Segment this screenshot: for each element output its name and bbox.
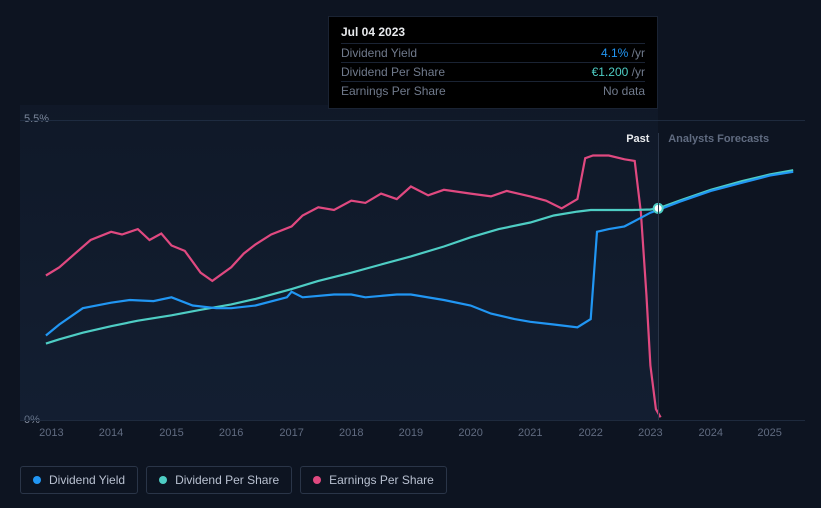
tooltip-row-label: Dividend Yield: [341, 46, 417, 60]
x-tick: 2024: [699, 427, 723, 439]
tooltip-row-value: 4.1% /yr: [601, 46, 645, 60]
tooltip-row-value: No data: [603, 84, 645, 98]
tooltip-row-label: Earnings Per Share: [341, 84, 446, 98]
forecast-section-label: Analysts Forecasts: [668, 133, 769, 145]
series-earnings_per_share: [46, 156, 661, 418]
legend-item[interactable]: Dividend Yield: [20, 466, 138, 494]
legend-dot-icon: [33, 476, 41, 484]
legend-item[interactable]: Earnings Per Share: [300, 466, 447, 494]
legend-label: Dividend Yield: [49, 473, 125, 487]
tooltip-date: Jul 04 2023: [341, 25, 645, 39]
chart-svg: [20, 105, 805, 420]
chart-legend: Dividend Yield Dividend Per Share Earnings…: [20, 466, 447, 494]
legend-dot-icon: [159, 476, 167, 484]
tooltip-row-value: €1.200 /yr: [592, 65, 645, 79]
past-forecast-divider: [658, 133, 659, 420]
past-section-label: Past: [626, 133, 649, 145]
x-tick: 2015: [159, 427, 183, 439]
x-tick: 2019: [399, 427, 423, 439]
tooltip-row: Earnings Per Share No data: [341, 81, 645, 100]
legend-label: Dividend Per Share: [175, 473, 279, 487]
x-tick: 2018: [339, 427, 363, 439]
legend-item[interactable]: Dividend Per Share: [146, 466, 292, 494]
x-tick: 2022: [578, 427, 602, 439]
chart-area[interactable]: [20, 105, 805, 420]
tooltip-row: Dividend Per Share €1.200 /yr: [341, 62, 645, 81]
x-tick: 2017: [279, 427, 303, 439]
x-axis: 2013 2014 2015 2016 2017 2018 2019 2020 2021 2022…: [20, 425, 805, 445]
x-tick: 2016: [219, 427, 243, 439]
gridline-bottom: [20, 420, 805, 421]
legend-dot-icon: [313, 476, 321, 484]
tooltip-row: Dividend Yield 4.1% /yr: [341, 43, 645, 62]
chart-tooltip: Jul 04 2023 Dividend Yield4.1% /yrDivide…: [328, 16, 658, 109]
x-tick: 2020: [458, 427, 482, 439]
series-dividend_per_share: [46, 170, 793, 343]
x-tick: 2013: [39, 427, 63, 439]
x-tick: 2025: [757, 427, 781, 439]
tooltip-row-label: Dividend Per Share: [341, 65, 445, 79]
legend-label: Earnings Per Share: [329, 473, 434, 487]
x-tick: 2014: [99, 427, 123, 439]
x-tick: 2023: [638, 427, 662, 439]
x-tick: 2021: [518, 427, 542, 439]
